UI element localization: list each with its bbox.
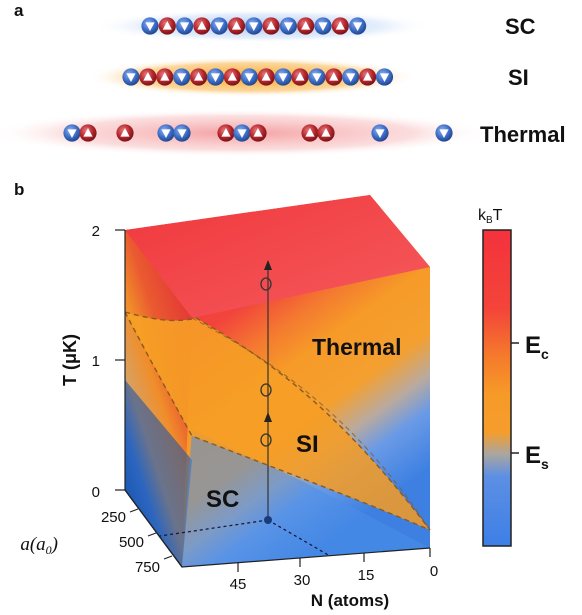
spin-down-arrow <box>244 73 254 82</box>
spin-loop-thermal <box>260 277 272 291</box>
path-arrow-top <box>264 260 272 270</box>
panel-a-spin-rows <box>63 17 453 142</box>
spin-up-arrow <box>120 128 130 137</box>
spin-down-arrow <box>318 22 328 31</box>
spin-down-arrow <box>161 129 171 138</box>
n-axis: 45 30 15 0 N (atoms) <box>230 548 438 610</box>
spin-up-arrow <box>253 128 263 137</box>
n-tick-15: 15 <box>358 567 375 584</box>
spin-up-arrow <box>329 72 339 81</box>
color-bar-top-label: kBT <box>478 207 503 226</box>
spin-up-arrow <box>266 21 276 30</box>
spin-up-arrow <box>231 21 242 30</box>
spin-up-arrow <box>162 21 172 30</box>
spin-up-arrow <box>305 128 315 137</box>
t-tick-1: 1 <box>92 353 100 370</box>
left-face-shade <box>125 380 192 567</box>
si-lower-boundary <box>124 311 431 531</box>
front-blue-region <box>182 430 430 567</box>
row-label-thermal: Thermal <box>480 122 566 147</box>
spin-down-arrow <box>439 129 449 138</box>
floor-line-a <box>159 519 269 537</box>
spin-down-arrow <box>67 129 77 138</box>
color-bar: kBT Ec Es <box>478 207 549 547</box>
t-tick-0: 0 <box>92 484 100 501</box>
spin-up-arrow <box>301 21 311 30</box>
spin-down-arrow <box>126 73 136 82</box>
spin-loop-si-upper <box>260 383 272 397</box>
a-tick-500: 500 <box>119 534 144 551</box>
spin-up-arrow <box>227 72 237 81</box>
spin-down-arrow <box>210 73 221 82</box>
spin-down-arrow <box>278 73 288 82</box>
a-tick-250: 250 <box>101 509 126 526</box>
region-label-thermal: Thermal <box>312 334 401 360</box>
spin-down-arrow <box>312 73 322 82</box>
panel-a-letter: a <box>14 1 24 20</box>
spin-up-arrow <box>321 128 331 137</box>
spin-down-arrow <box>177 129 187 138</box>
spin-up-arrow <box>143 72 153 81</box>
a-axis: 250 500 750 a(a0) <box>20 489 183 576</box>
color-bar-rect <box>482 229 512 547</box>
spin-up-arrow <box>160 72 170 81</box>
spin-down-arrow <box>346 73 356 82</box>
spin-down-arrow <box>379 73 390 82</box>
color-bar-es-label: Es <box>525 442 549 472</box>
n-tick-30: 30 <box>294 572 311 589</box>
path-start-dot <box>264 516 272 524</box>
spin-down-arrow <box>249 22 259 31</box>
color-bar-ec-label: Ec <box>525 332 549 362</box>
spin-up-arrow <box>335 21 345 30</box>
row-label-sc: SC <box>505 14 536 39</box>
spin-up-arrow <box>197 21 207 30</box>
n-tick-0: 0 <box>430 563 438 580</box>
n-tick-45: 45 <box>230 576 247 593</box>
region-label-sc: SC <box>206 486 239 513</box>
spin-up-arrow <box>363 72 373 81</box>
spin-up-arrow <box>83 128 93 137</box>
t-axis: 2 1 0 T (μK) <box>60 223 125 501</box>
a-axis-label: a(a0) <box>20 534 58 557</box>
si-region-sheet <box>125 312 430 530</box>
a-tick-750: 750 <box>135 559 160 576</box>
spin-down-arrow <box>145 22 155 31</box>
spin-down-arrow <box>214 22 224 31</box>
n-axis-label: N (atoms) <box>311 591 389 610</box>
spin-up-arrow <box>194 72 204 81</box>
spin-up-arrow <box>261 72 271 81</box>
spin-down-arrow <box>375 129 385 138</box>
spin-up-arrow <box>221 128 231 137</box>
panel-b-letter: b <box>14 180 24 199</box>
t-axis-label: T (μK) <box>60 334 80 386</box>
spin-down-arrow <box>177 73 187 82</box>
spin-down-arrow <box>237 129 247 138</box>
t-tick-2: 2 <box>92 223 100 240</box>
row-label-si: SI <box>508 65 529 90</box>
top-face <box>125 195 430 318</box>
phase-diagram-box <box>124 195 431 568</box>
path-arrow-mid <box>264 412 272 422</box>
spin-down-arrow <box>353 22 363 31</box>
si-upper-boundary <box>124 311 431 531</box>
spin-up-arrow <box>295 72 305 81</box>
spin-down-arrow <box>283 22 293 31</box>
spin-down-arrow <box>180 22 190 31</box>
region-label-si: SI <box>296 431 319 458</box>
spin-loop-si-lower <box>260 433 272 447</box>
